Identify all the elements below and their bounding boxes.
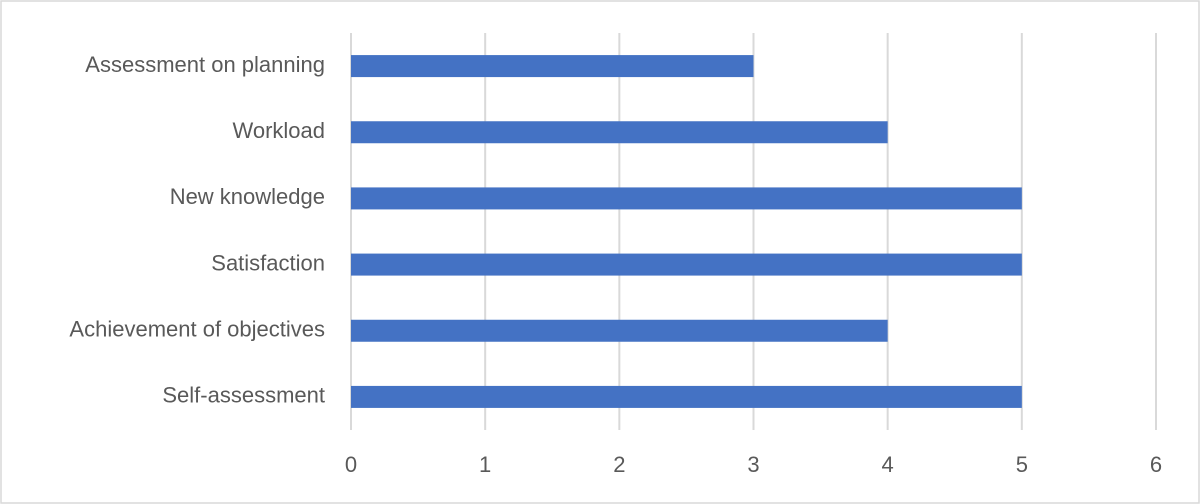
x-tick-label: 2 xyxy=(613,452,625,477)
x-tick-label: 1 xyxy=(479,452,491,477)
y-tick-label: Satisfaction xyxy=(211,250,325,275)
x-tick-label: 5 xyxy=(1016,452,1028,477)
x-tick-label: 0 xyxy=(345,452,357,477)
y-tick-label: Assessment on planning xyxy=(85,52,325,77)
bar xyxy=(351,55,754,78)
x-tick-label: 4 xyxy=(882,452,894,477)
y-tick-label: Achievement of objectives xyxy=(69,317,325,342)
x-tick-label: 6 xyxy=(1150,452,1162,477)
y-tick-label: Workload xyxy=(232,118,325,143)
bar xyxy=(351,385,1022,408)
y-tick-label: Self-assessment xyxy=(162,383,325,408)
bar xyxy=(351,187,1022,210)
bar xyxy=(351,319,888,342)
bar xyxy=(351,253,1022,276)
x-tick-label: 3 xyxy=(747,452,759,477)
bar xyxy=(351,121,888,144)
y-tick-label: New knowledge xyxy=(170,184,325,209)
